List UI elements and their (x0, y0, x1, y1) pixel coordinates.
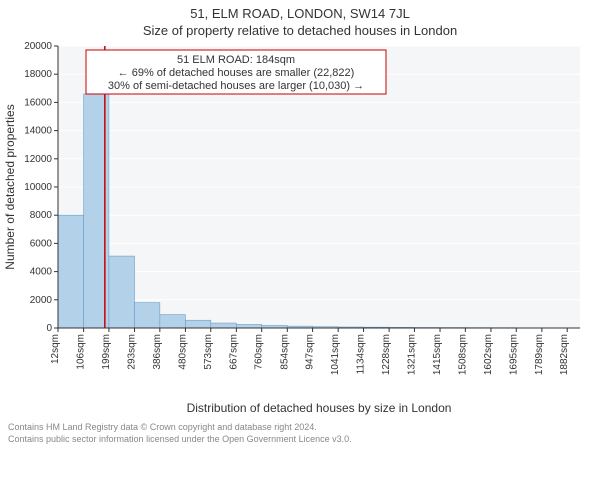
histogram-bar (211, 323, 237, 328)
histogram-bar (160, 315, 186, 328)
y-tick-label: 20000 (24, 41, 52, 52)
x-tick-label: 1228sqm (381, 334, 392, 375)
x-tick-label: 480sqm (177, 334, 188, 370)
x-tick-label: 573sqm (203, 334, 214, 370)
page-subtitle: Size of property relative to detached ho… (0, 23, 600, 38)
histogram-bar (135, 303, 160, 328)
y-tick-label: 12000 (24, 154, 52, 165)
y-tick-label: 6000 (30, 238, 53, 249)
x-tick-label: 386sqm (152, 334, 163, 370)
page-title: 51, ELM ROAD, LONDON, SW14 7JL (0, 6, 600, 21)
x-tick-label: 1321sqm (406, 334, 417, 375)
y-tick-label: 8000 (30, 210, 53, 221)
histogram-bar (58, 215, 84, 328)
y-tick-label: 2000 (30, 295, 53, 306)
footer: Contains HM Land Registry data © Crown c… (0, 418, 600, 445)
y-axis-label: Number of detached properties (3, 104, 17, 269)
x-tick-label: 947sqm (305, 334, 316, 370)
annotation-line: 51 ELM ROAD: 184sqm (177, 54, 295, 66)
x-tick-label: 854sqm (279, 334, 290, 370)
x-tick-label: 293sqm (127, 334, 138, 370)
histogram-bar (109, 256, 135, 328)
x-tick-label: 12sqm (50, 334, 61, 364)
histogram-bar (236, 324, 261, 328)
annotation-line: 30% of semi-detached houses are larger (… (108, 80, 364, 92)
histogram-chart: 0 2000 4000 6000 8000 10000 12000 14000 16000 180… (0, 38, 600, 418)
y-tick-label: 0 (46, 323, 52, 334)
x-tick-label: 1602sqm (483, 334, 494, 375)
x-tick-label: 760sqm (254, 334, 265, 370)
x-axis-label: Distribution of detached houses by size … (187, 401, 452, 415)
histogram-bar (185, 320, 210, 328)
y-tick-label: 4000 (30, 267, 53, 278)
x-tick-label: 1789sqm (534, 334, 545, 375)
x-tick-label: 106sqm (76, 334, 87, 370)
x-tick-label: 1415sqm (432, 334, 443, 375)
y-tick-label: 14000 (24, 126, 52, 137)
x-tick-label: 1695sqm (508, 334, 519, 375)
y-tick-label: 18000 (24, 69, 52, 80)
x-tick-label: 667sqm (228, 334, 239, 370)
footer-line-2: Contains public sector information licen… (8, 434, 592, 446)
x-tick-label: 1134sqm (356, 334, 367, 374)
y-tick-label: 10000 (24, 182, 52, 193)
footer-line-1: Contains HM Land Registry data © Crown c… (8, 422, 592, 434)
x-tick-label: 1508sqm (457, 334, 468, 375)
x-tick-label: 199sqm (101, 334, 112, 370)
x-tick-label: 1882sqm (559, 334, 570, 375)
annotation-line: ← 69% of detached houses are smaller (22… (118, 67, 355, 79)
chart-container: 0 2000 4000 6000 8000 10000 12000 14000 16000 180… (0, 38, 600, 418)
x-tick-label: 1041sqm (330, 334, 341, 375)
y-tick-label: 16000 (24, 97, 52, 108)
title-block: 51, ELM ROAD, LONDON, SW14 7JL Size of p… (0, 0, 600, 38)
